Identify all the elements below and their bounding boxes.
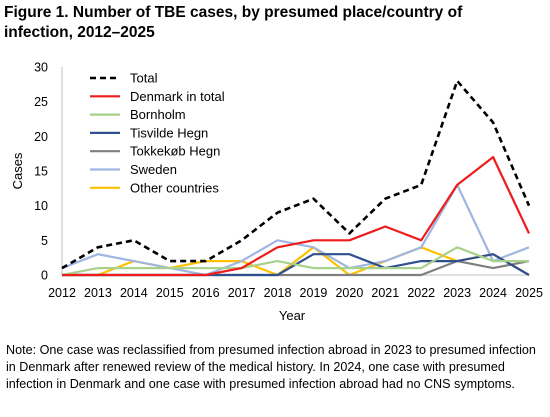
y-tick-label: 20 (34, 130, 48, 144)
x-axis-label: Year (279, 308, 306, 323)
x-tick-label: 2024 (479, 286, 507, 300)
figure-title: Figure 1. Number of TBE cases, by presum… (4, 4, 463, 41)
legend-label: Sweden (130, 162, 177, 177)
x-tick-label: 2013 (84, 286, 112, 300)
figure-note: Note: One case was reclassified from pre… (6, 343, 536, 391)
y-tick-label: 10 (34, 199, 48, 213)
x-tick-label: 2018 (264, 286, 292, 300)
y-tick-label: 25 (34, 95, 48, 109)
legend-label: Tisvilde Hegn (130, 125, 208, 140)
chart-legend: Total Denmark in total Bornholm Tisvilde He… (90, 71, 225, 195)
x-tick-label: 2022 (407, 286, 435, 300)
x-tick-label: 2017 (228, 286, 256, 300)
legend-label: Denmark in total (130, 89, 225, 104)
series-line-denmark-in-total (62, 156, 530, 277)
legend-label: Tokkekøb Hegn (130, 144, 220, 159)
series-line-total (61, 79, 531, 270)
y-tick-label: 0 (41, 269, 48, 283)
x-tick-label: 2020 (335, 286, 363, 300)
y-tick-label: 30 (34, 61, 48, 75)
legend-label: Other countries (130, 180, 219, 195)
x-tick-label: 2012 (48, 286, 76, 300)
x-tick-label: 2023 (443, 286, 471, 300)
y-tick-label: 15 (34, 165, 48, 179)
x-tick-label: 2025 (515, 286, 543, 300)
legend-label: Total (130, 71, 158, 86)
x-tick-label: 2014 (120, 286, 148, 300)
y-axis-label: Cases (10, 152, 25, 189)
legend-label: Bornholm (130, 107, 186, 122)
y-tick-label: 5 (41, 234, 48, 248)
x-tick-label: 2015 (156, 286, 184, 300)
x-tick-label: 2019 (300, 286, 328, 300)
x-tick-label: 2021 (371, 286, 399, 300)
chart-series-lines (61, 79, 531, 277)
series-line-bornholm (61, 246, 529, 277)
x-tick-label: 2016 (192, 286, 220, 300)
